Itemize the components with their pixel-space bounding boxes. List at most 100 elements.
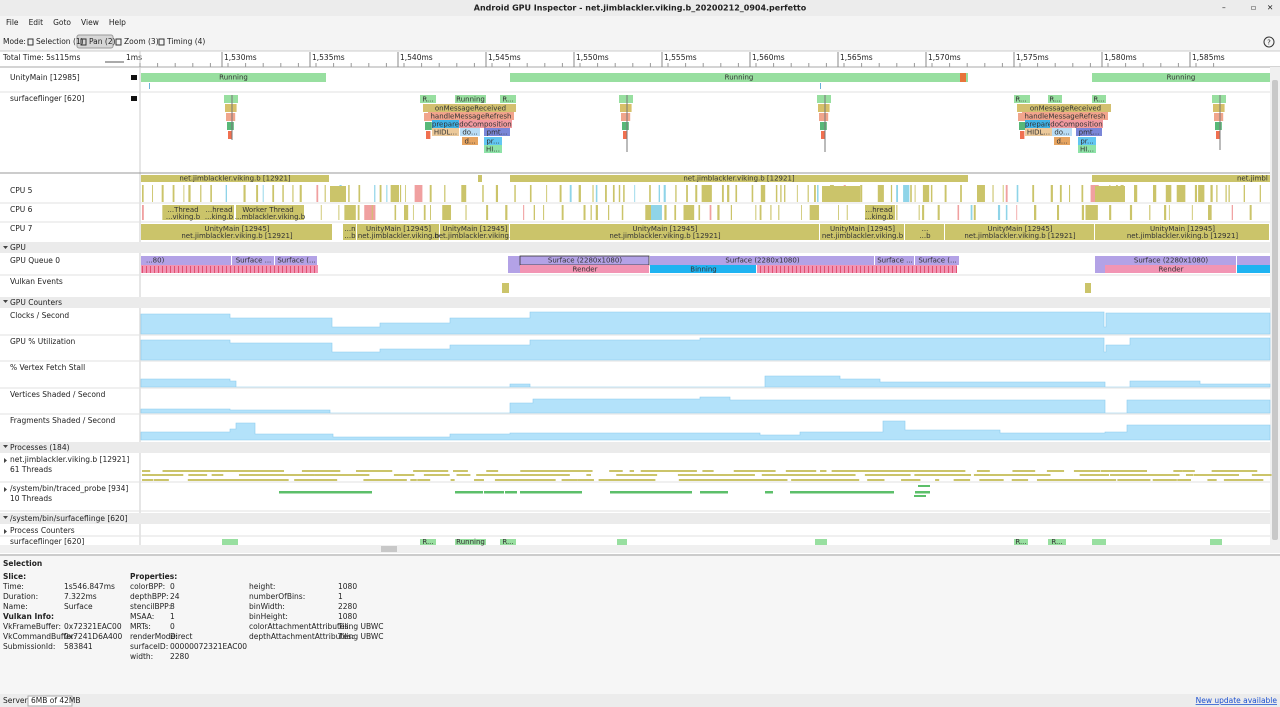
gpu-stripe bbox=[310, 266, 311, 273]
gpu-stripe bbox=[190, 266, 191, 273]
thread-slice bbox=[505, 491, 517, 494]
thread-slice bbox=[326, 470, 341, 472]
thread-slice bbox=[486, 470, 499, 472]
cpu-slice bbox=[944, 185, 947, 202]
track-label[interactable]: /system/bin/traced_probe [934] bbox=[10, 484, 128, 493]
memory-bar bbox=[27, 695, 73, 707]
track-label[interactable]: net.jimblackler.viking.b [12921] bbox=[10, 455, 129, 464]
gpu-stripe bbox=[776, 266, 777, 273]
time-tick-label: 1,570ms bbox=[928, 53, 961, 62]
cpu-slice bbox=[172, 185, 175, 202]
mode-icon[interactable] bbox=[115, 38, 122, 46]
cpu-slice bbox=[755, 205, 757, 220]
time-tick-label: 1,530ms bbox=[224, 53, 257, 62]
menu-item[interactable]: View bbox=[81, 18, 99, 27]
thread-slice bbox=[785, 470, 802, 472]
cpu-slice bbox=[272, 185, 275, 202]
property-value: 2280 bbox=[170, 652, 189, 661]
group-header[interactable] bbox=[0, 442, 1280, 453]
mode-icon[interactable] bbox=[158, 38, 165, 46]
cpu-slice bbox=[282, 185, 284, 202]
slice-label: ...viking.b bbox=[166, 213, 201, 221]
cpu-slice bbox=[922, 205, 925, 220]
cpu-slice bbox=[865, 205, 895, 220]
scroll-thumb[interactable] bbox=[381, 546, 397, 552]
gpu-stripe bbox=[892, 266, 893, 273]
menu-item[interactable]: Edit bbox=[29, 18, 44, 27]
cpu-slice bbox=[595, 205, 598, 220]
cpu-slice bbox=[674, 205, 677, 220]
cpu-slice bbox=[399, 185, 402, 202]
slice-label: UnityMain [12945] bbox=[204, 225, 269, 233]
property-key: Duration: bbox=[3, 592, 38, 601]
track-label: % Vertex Fetch Stall bbox=[10, 363, 85, 372]
cpu-slice bbox=[686, 185, 688, 202]
gpu-stripe bbox=[198, 266, 199, 273]
help-button[interactable] bbox=[1263, 36, 1275, 48]
menu-item[interactable]: File bbox=[6, 18, 19, 27]
cpu-slice bbox=[505, 205, 508, 220]
group-header[interactable] bbox=[0, 513, 1280, 524]
horizontal-scrollbar[interactable] bbox=[0, 545, 1280, 553]
slice bbox=[1214, 113, 1224, 121]
menu-item[interactable]: Help bbox=[109, 18, 126, 27]
gpu-slice bbox=[650, 256, 874, 265]
gpu-stripe bbox=[150, 266, 151, 273]
track-label[interactable]: Process Counters bbox=[10, 526, 75, 535]
property-key: MSAA: bbox=[130, 612, 154, 621]
update-link[interactable]: New update available bbox=[1196, 696, 1278, 705]
help-icon[interactable]: ? bbox=[1267, 39, 1271, 47]
cpu-slice bbox=[183, 185, 185, 202]
pin-icons[interactable] bbox=[131, 75, 137, 101]
cpu-slice bbox=[510, 224, 819, 240]
gpu-stripe bbox=[166, 266, 167, 273]
thread-slice bbox=[1173, 470, 1183, 472]
mode-button[interactable]: Zoom (3) bbox=[124, 37, 159, 46]
mode-button[interactable]: Timing (4) bbox=[166, 37, 205, 46]
group-header[interactable] bbox=[0, 297, 1280, 308]
property-value: Tiling UBWC bbox=[337, 622, 384, 631]
minimize-button[interactable]: – bbox=[1222, 3, 1226, 12]
maximize-button[interactable]: ▫ bbox=[1251, 3, 1256, 12]
expand-arrows[interactable] bbox=[3, 246, 8, 519]
slice bbox=[500, 95, 516, 103]
thread-slice bbox=[1185, 474, 1194, 476]
scale-label: 1ms bbox=[126, 53, 142, 62]
track-label: CPU 7 bbox=[10, 224, 33, 233]
thread-slice bbox=[914, 495, 926, 497]
group-label[interactable]: /system/bin/surfaceflinge [620] bbox=[10, 514, 128, 523]
cpu-slice bbox=[1095, 186, 1125, 202]
menu-item[interactable]: Goto bbox=[53, 18, 71, 27]
section-heading: Vulkan Info: bbox=[3, 612, 54, 621]
cpu-slice bbox=[442, 205, 452, 220]
cpu-slice bbox=[730, 205, 732, 220]
cpu-slice bbox=[778, 205, 780, 220]
group-label[interactable]: GPU bbox=[10, 243, 26, 252]
gpu-stripe bbox=[800, 266, 801, 273]
gpu-stripe bbox=[824, 266, 825, 273]
cpu-slice bbox=[188, 185, 191, 202]
slice-label: net.jimblackler.viking.b [12921] bbox=[1127, 232, 1239, 240]
slice bbox=[1048, 539, 1066, 545]
group-label[interactable]: GPU Counters bbox=[10, 298, 62, 307]
slice-label: Surface (2280x1080) bbox=[725, 257, 799, 265]
property-value: 1080 bbox=[338, 612, 357, 621]
thread-slice bbox=[1124, 474, 1155, 476]
cpu-slice bbox=[618, 185, 621, 202]
cpu-slice bbox=[663, 185, 666, 202]
gpu-stripe bbox=[258, 266, 259, 273]
scroll-thumb[interactable] bbox=[1272, 80, 1278, 540]
group-label[interactable]: Processes (184) bbox=[10, 443, 70, 452]
mode-button[interactable]: Selection (1) bbox=[36, 37, 84, 46]
thread-slice bbox=[211, 474, 224, 476]
slice-label: prepare bbox=[1025, 121, 1052, 129]
thread-slice bbox=[248, 470, 262, 472]
close-button[interactable]: ✕ bbox=[1267, 3, 1273, 12]
gpu-stripe bbox=[896, 266, 897, 273]
server-label: Server: bbox=[3, 696, 30, 705]
group-header[interactable] bbox=[0, 242, 1280, 253]
mode-button[interactable]: Pan (2) bbox=[89, 37, 116, 46]
mode-icon[interactable] bbox=[27, 38, 34, 46]
mode-icon[interactable] bbox=[80, 38, 87, 46]
property-key: stencilBPP: bbox=[130, 602, 171, 611]
